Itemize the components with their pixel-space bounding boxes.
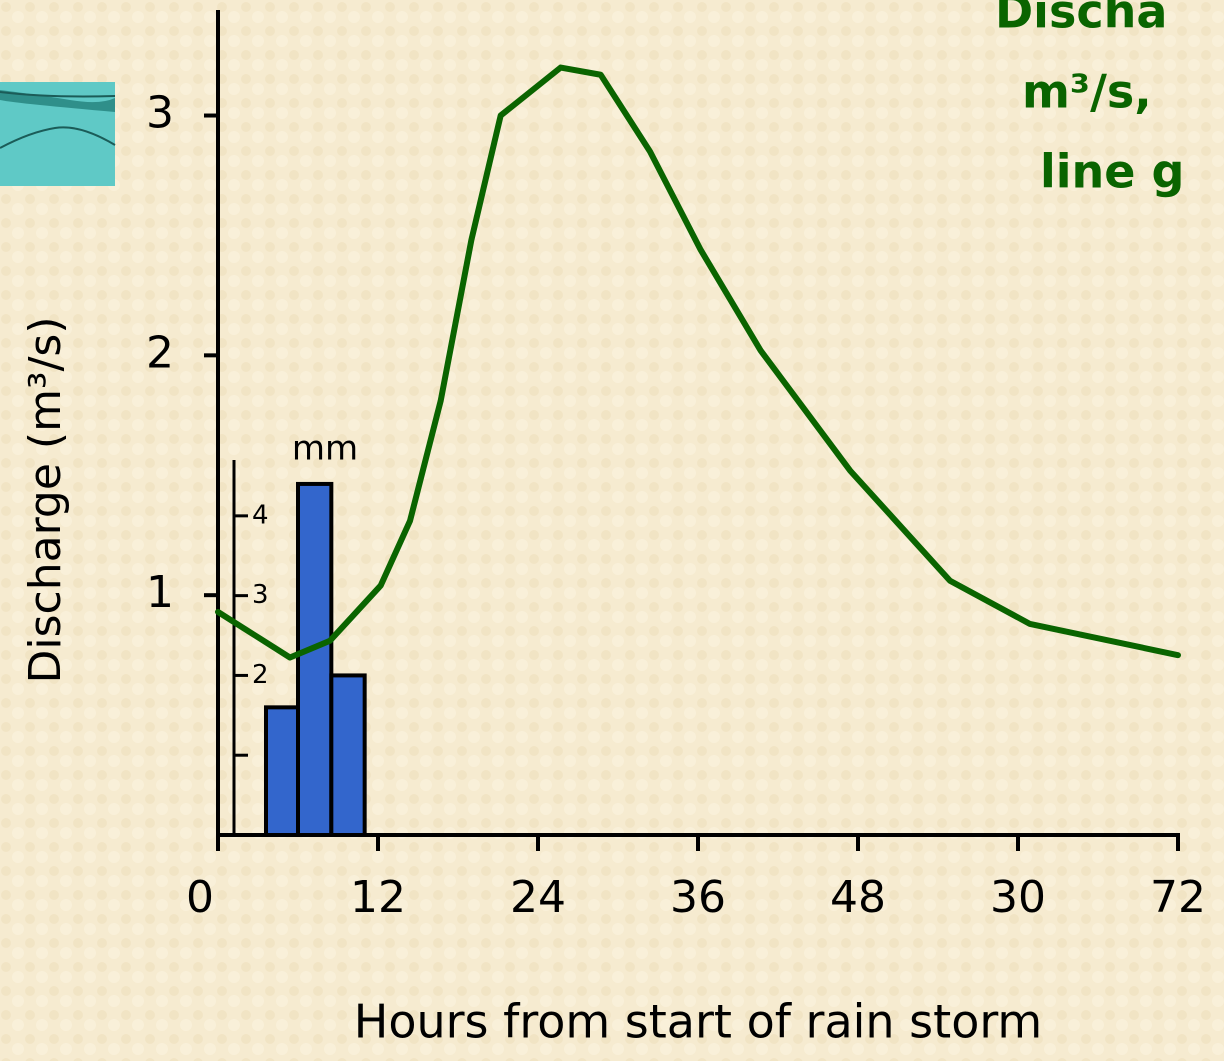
rain-tick-label: 4 [252,500,269,530]
x-tick-label: 72 [1150,872,1206,923]
x-tick-label: 0 [186,872,214,923]
annotation: m³/s, [1022,65,1152,119]
y-tick-label: 1 [146,567,174,618]
y-axis-label: Discharge (m³/s) [20,317,71,684]
rain-axis-label: mm [292,429,358,469]
rain-tick-label: 3 [252,580,269,610]
rain-bar [264,705,300,838]
x-tick-label: 24 [510,872,566,923]
x-tick-label: 12 [350,872,406,923]
y-tick-label: 3 [146,88,174,139]
x-axis-label: Hours from start of rain storm [354,995,1043,1049]
x-tick-label: 30 [990,872,1046,923]
rain-bar [329,673,367,837]
y-tick-label: 2 [146,327,174,378]
discharge-line [215,64,1181,661]
x-tick-label: 36 [670,872,726,923]
rain-tick-label: 2 [252,660,269,690]
x-tick-label: 48 [830,872,886,923]
annotation: line g [1040,145,1184,199]
river-icon [0,82,116,186]
annotation: Discha [995,0,1167,39]
rain-bar [296,481,334,837]
